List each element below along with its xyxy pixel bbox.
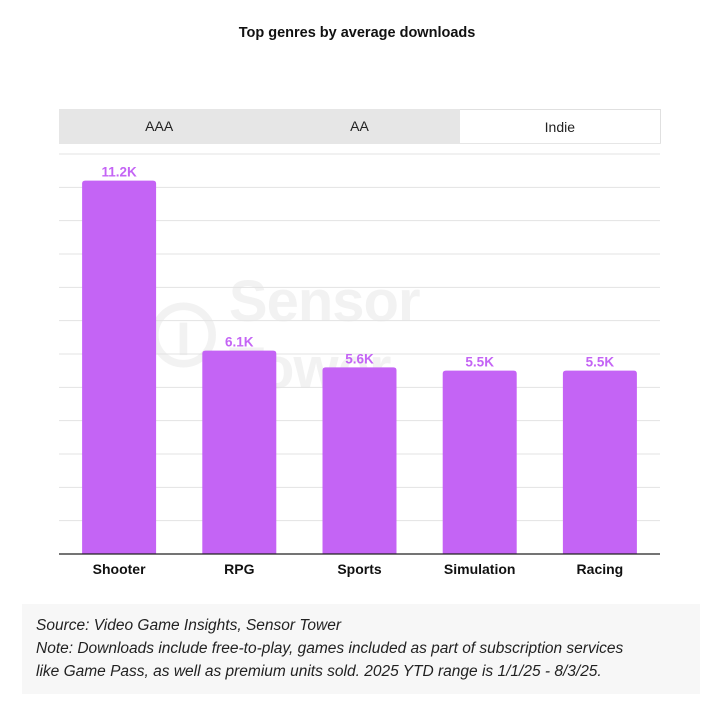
source-note: Source: Video Game Insights, Sensor Towe… (36, 617, 341, 634)
bar-simulation (442, 370, 517, 554)
tab-aaa[interactable]: AAA (59, 109, 260, 143)
bar-shooter (82, 180, 157, 554)
data-label: 5.5K (465, 355, 494, 370)
chart-title: Top genres by average downloads (238, 25, 476, 41)
tab-aa[interactable]: AA (259, 109, 460, 143)
category-label: RPG (224, 561, 254, 577)
data-label: 5.6K (345, 351, 374, 366)
category-label: Shooter (93, 561, 146, 577)
bar-chart: 11.2K Shooter 6.1K RPG 5.6K Sports 5.5K Simulat… (59, 153, 660, 577)
bar-sports (322, 367, 397, 554)
tab-indie[interactable]: Indie (459, 109, 661, 143)
category-label: Simulation (444, 561, 516, 577)
note-line-1: Note: Downloads include free-to-play, ga… (36, 640, 624, 657)
category-label: Sports (337, 561, 382, 577)
bar-rpg (202, 350, 277, 554)
note-line-2: like Game Pass, as well as premium units… (36, 663, 602, 680)
data-label: 6.1K (225, 335, 254, 350)
chart-notes: Source: Video Game Insights, Sensor Towe… (22, 604, 700, 694)
data-label: 5.5K (586, 355, 615, 370)
bar-racing (562, 370, 637, 554)
segment-tabs: AAA AA Indie (59, 109, 661, 144)
data-label: 11.2K (101, 165, 137, 180)
category-label: Racing (577, 561, 624, 577)
